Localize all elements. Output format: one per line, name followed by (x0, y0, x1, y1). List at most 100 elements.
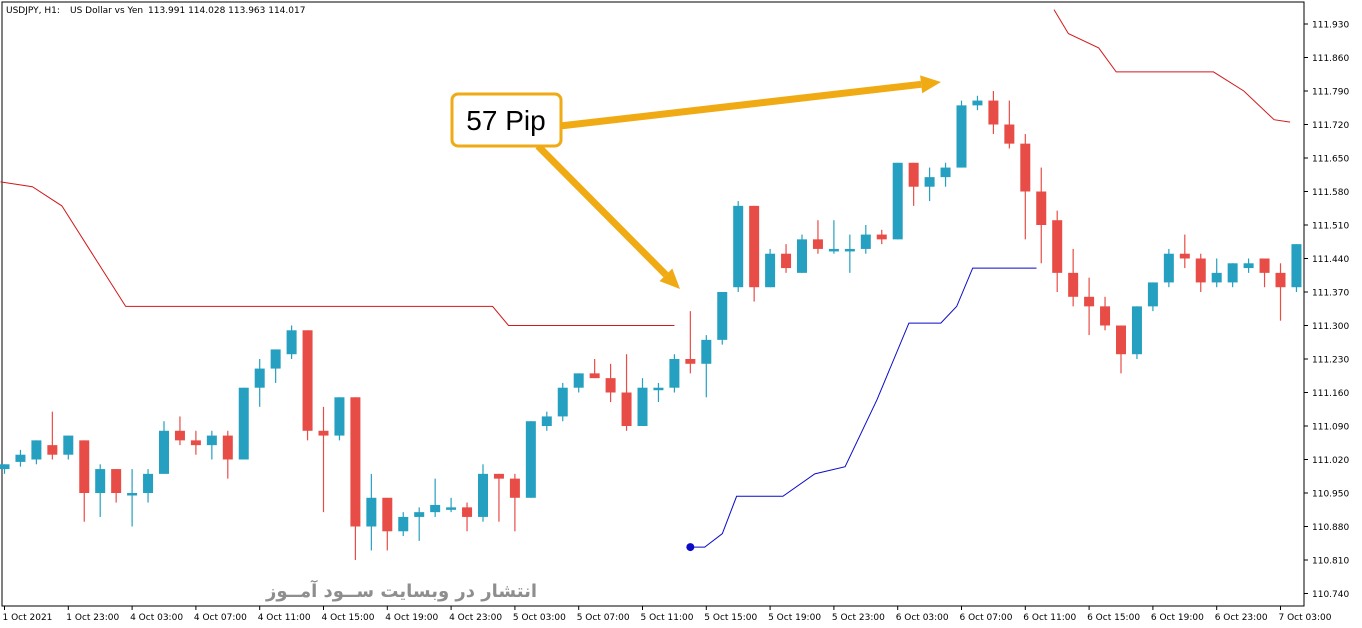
candle-bullish (1131, 306, 1142, 359)
candle-body (1020, 143, 1031, 192)
x-tick-label: 4 Oct 15:00 (322, 613, 375, 623)
candle-body (286, 330, 297, 355)
candle-bullish (860, 225, 871, 254)
candle-body (1211, 272, 1222, 283)
candle-bullish (557, 382, 568, 422)
candle-bullish (717, 292, 728, 345)
candle-body (302, 330, 313, 431)
candle-bullish (669, 354, 680, 393)
y-tick-label: 111.650 (1312, 155, 1349, 165)
candle-body (621, 392, 632, 426)
y-tick-label: 111.020 (1312, 456, 1349, 466)
x-tick-label: 1 Oct 23:00 (66, 613, 119, 623)
lower-envelope-line (690, 267, 1037, 548)
candle-bearish (621, 354, 632, 431)
candle-body (334, 397, 345, 436)
candle-body (908, 162, 919, 187)
candle-body (844, 248, 855, 252)
candle-bullish (127, 469, 138, 527)
candle-bearish (222, 430, 233, 479)
candle-bullish (828, 220, 839, 254)
candle-bullish (159, 421, 169, 474)
candle-bullish (1147, 282, 1158, 312)
candle-body (95, 469, 106, 493)
candle-bearish (1068, 248, 1079, 307)
candle-bearish (876, 229, 887, 245)
candle-body (605, 378, 616, 393)
candle-bullish (270, 349, 281, 383)
candle-body (637, 387, 648, 426)
candle-bearish (350, 397, 361, 560)
candle-body (924, 177, 935, 187)
candle-bearish (988, 91, 999, 135)
candle-bearish (1179, 234, 1190, 269)
y-tick-label: 111.860 (1312, 54, 1349, 64)
candle-body (382, 497, 393, 532)
candle-body (1100, 306, 1111, 326)
candle-body (127, 493, 138, 496)
chart-header-description: US Dollar vs Yen (70, 6, 143, 16)
x-tick-label: 6 Oct 19:00 (1151, 613, 1204, 623)
candle-bullish (653, 382, 664, 403)
candle-body (765, 253, 776, 288)
candle-body (47, 445, 58, 455)
x-tick-label: 6 Oct 15:00 (1087, 613, 1140, 623)
candle-body (270, 349, 281, 369)
candle-bullish (1291, 244, 1302, 292)
y-tick-label: 111.160 (1312, 389, 1349, 399)
candle-body (812, 239, 823, 249)
x-tick-label: 6 Oct 23:00 (1215, 613, 1268, 623)
candle-body (1179, 253, 1190, 259)
candle-body (541, 416, 552, 426)
candle-body (1036, 191, 1047, 225)
candle-body (430, 504, 441, 513)
y-tick-label: 110.950 (1312, 490, 1349, 500)
candle-body (1131, 306, 1142, 355)
candle-bearish (749, 205, 760, 302)
callout-label: 57 Pip (466, 105, 545, 136)
candle-body (940, 167, 951, 178)
candle-bearish (1275, 263, 1286, 321)
candle-bullish (541, 411, 552, 431)
y-tick-label: 111.580 (1312, 188, 1349, 198)
candle-bullish (366, 473, 377, 551)
candle-body (589, 373, 600, 379)
candle-bearish (589, 359, 600, 379)
candle-bullish (940, 162, 951, 187)
candle-body (557, 387, 568, 417)
candle-bullish (286, 325, 297, 359)
candle-bullish (1163, 248, 1174, 288)
candle-bullish (31, 440, 42, 465)
candle-bullish (573, 373, 584, 393)
callout-arrow-upper-head (920, 75, 941, 94)
candle-bullish (1243, 258, 1254, 273)
plot-frame (1, 1, 1305, 607)
candle-bullish (254, 359, 265, 407)
y-tick-label: 111.440 (1312, 255, 1349, 265)
candle-bullish (797, 234, 807, 273)
candle-bearish (1036, 167, 1047, 264)
lower-line-start-dot (686, 543, 695, 552)
x-tick-label: 5 Oct 19:00 (768, 613, 821, 623)
candle-body (733, 205, 744, 288)
candle-body (1116, 325, 1126, 355)
candle-bullish (892, 162, 903, 240)
candle-bearish (1084, 277, 1095, 336)
candle-bearish (111, 469, 122, 503)
candle-body (31, 440, 42, 460)
candle-body (398, 516, 409, 532)
x-tick-label: 4 Oct 07:00 (194, 613, 247, 623)
candle-bullish (15, 449, 26, 467)
candle-bearish (1259, 258, 1270, 288)
candle-bullish (637, 378, 648, 426)
chart-header-ohlc: 113.991 114.028 113.963 114.017 (148, 6, 305, 16)
pip-callout: 57 Pip (450, 75, 941, 289)
candle-bullish (430, 478, 441, 517)
candle-body (972, 100, 983, 106)
candle-bullish (95, 464, 106, 517)
candle-body (1275, 272, 1286, 288)
candle-body (190, 440, 201, 446)
x-tick-label: 5 Oct 07:00 (577, 613, 630, 623)
x-tick-label: 5 Oct 11:00 (641, 613, 694, 623)
candle-bullish (238, 387, 249, 460)
